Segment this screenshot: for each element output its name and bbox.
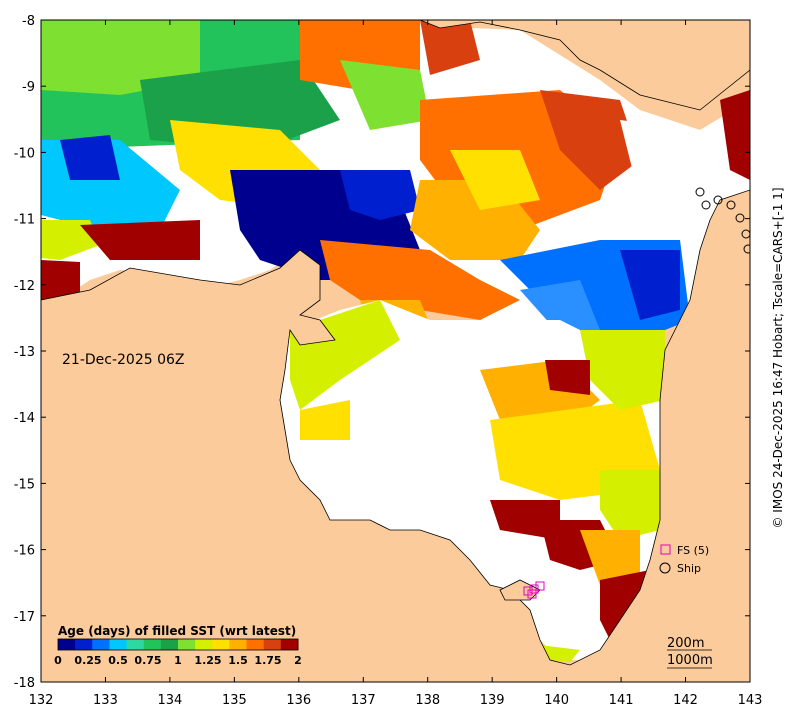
copyright-notice: © IMOS 24-Dec-2025 16:47 Hobart; Tscale=… [771,187,785,529]
y-axis: -8 -9 -10 -11 -12 -13 -14 -15 -16 -17 -18 [14,14,750,691]
colorbar-tick-label: 0.5 [108,654,128,667]
colorbar-tick-label: 1 [174,654,182,667]
colorbar-title: Age (days) of filled SST (wrt latest) [58,624,296,638]
legend: FS (5) Ship [659,544,709,575]
y-tick-label: -15 [14,477,35,492]
colorbar-swatch [229,639,248,650]
colorbar-swatch [246,639,265,650]
colorbar-tick-label: 0 [54,654,62,667]
y-tick-label: -10 [14,146,35,161]
x-tick-label: 137 [351,693,376,708]
colorbar-swatch [178,639,196,650]
colorbar-tick-label: 0.25 [74,654,101,667]
x-tick-label: 139 [480,693,505,708]
x-axis: 132 133 134 135 136 137 138 139 140 141 142 143 [29,20,763,708]
contour-200m-label: 200m [667,636,704,651]
ship-markers [695,187,750,254]
fs-markers [523,581,545,599]
x-tick-label: 142 [673,693,698,708]
contour-legend: 200m 1000m [667,636,713,669]
colorbar-swatch [212,639,230,650]
colorbar-tick-label: 1.75 [254,654,281,667]
gulf-field [280,300,665,662]
y-tick-label: -12 [14,279,35,294]
date-label: 21-Dec-2025 06Z [62,352,185,368]
y-tick-label: -18 [14,676,35,691]
colorbar-swatch [109,639,128,650]
colorbar-tick-label: 0.75 [134,654,161,667]
colorbar-swatch [92,639,110,650]
y-tick-label: -14 [14,411,35,426]
sst-age-field [41,20,750,380]
y-tick-label: -17 [14,610,35,625]
colorbar-ticks: 0 0.25 0.5 0.75 1 1.25 1.5 1.75 2 [54,654,302,667]
y-tick-label: -8 [22,14,35,29]
colorbar-swatch [280,639,299,650]
fs-legend-icon [660,544,671,555]
colorbar-tick-label: 1.5 [228,654,248,667]
x-tick-label: 136 [286,693,311,708]
x-tick-label: 138 [415,693,440,708]
x-tick-label: 140 [544,693,569,708]
x-tick-label: 143 [738,693,763,708]
colorbar-tick-label: 1.25 [194,654,221,667]
y-tick-label: -13 [14,345,35,360]
x-tick-label: 134 [157,693,182,708]
y-tick-label: -9 [22,80,35,95]
colorbar-swatch [160,639,179,650]
x-tick-label: 132 [29,693,54,708]
colorbar-swatch [75,639,93,650]
y-tick-label: -16 [14,544,35,559]
colorbar-swatch [58,639,76,650]
fs-legend-label: FS (5) [677,544,709,557]
ship-legend-icon [659,562,671,574]
colorbar-swatch [143,639,162,650]
x-tick-label: 133 [93,693,118,708]
contour-1000m-label: 1000m [667,653,713,668]
colorbar-swatch [126,639,145,650]
x-tick-label: 135 [222,693,247,708]
colorbar-frame [57,638,299,651]
colorbar-swatch [195,639,213,650]
colorbar-swatch [263,639,282,650]
colorbar-swatches [58,639,299,650]
x-tick-label: 141 [609,693,634,708]
colorbar-tick-label: 2 [294,654,302,667]
ship-legend-label: Ship [677,562,701,575]
y-tick-label: -11 [14,213,35,228]
